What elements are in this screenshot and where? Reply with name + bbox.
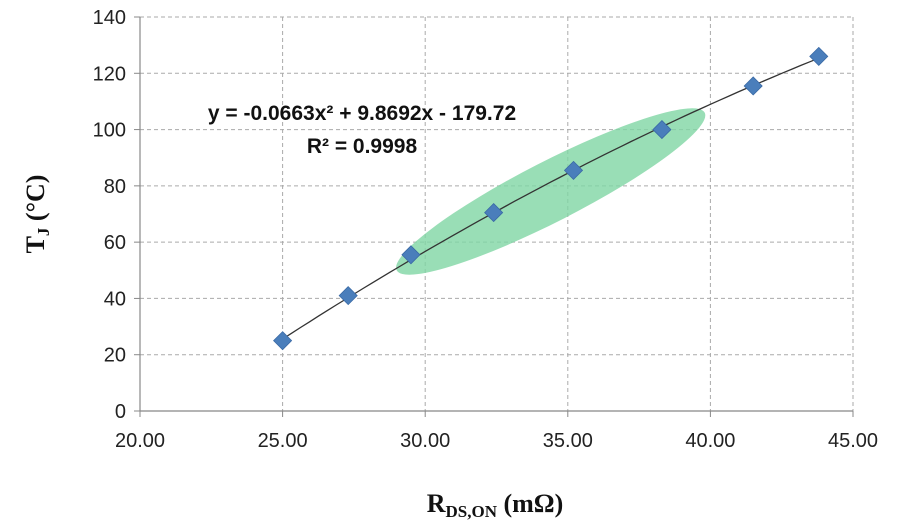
x-axis-title-main: R xyxy=(427,489,446,518)
data-points xyxy=(273,46,829,351)
y-axis-title-main: T xyxy=(21,236,50,253)
axes xyxy=(134,16,854,417)
y-tick-label: 0 xyxy=(115,401,126,423)
x-axis-title-unit: (mΩ) xyxy=(497,489,563,518)
x-axis-title-sub: DS,ON xyxy=(446,502,498,521)
y-tick-label: 20 xyxy=(104,345,126,367)
y-tick-label: 40 xyxy=(104,288,126,310)
x-tick-label: 25.00 xyxy=(258,430,308,452)
trendline xyxy=(282,57,820,340)
x-tick-label: 35.00 xyxy=(543,430,593,452)
data-point xyxy=(401,245,421,265)
data-point xyxy=(484,203,504,223)
y-axis-title-unit: (°C) xyxy=(21,175,50,228)
data-point xyxy=(338,286,358,306)
y-tick-label: 100 xyxy=(93,120,126,142)
trendline-equation: y = -0.0663x² + 9.8692x - 179.72 xyxy=(208,102,516,125)
y-tick-label: 60 xyxy=(104,232,126,254)
y-tick-label: 120 xyxy=(93,63,126,85)
x-axis-title: RDS,ON (mΩ) xyxy=(427,489,564,521)
data-point xyxy=(809,46,829,66)
x-tick-label: 20.00 xyxy=(115,430,165,452)
data-point xyxy=(563,160,584,180)
data-point xyxy=(273,331,293,351)
r-squared-label: R² = 0.9998 xyxy=(307,135,418,158)
x-tick-label: 40.00 xyxy=(685,430,735,452)
y-tick-label: 80 xyxy=(104,176,126,198)
tick-labels: 0 20 40 60 80 100 120 140 20.00 25.00 30.00 35.00 40… xyxy=(93,7,878,452)
highlight-ellipse xyxy=(396,108,706,275)
x-tick-label: 30.00 xyxy=(400,430,450,452)
trendline-path xyxy=(282,57,820,340)
y-axis-title: TJ (°C) xyxy=(21,175,53,254)
highlight-region xyxy=(396,108,706,275)
data-point xyxy=(652,120,672,140)
x-tick-label: 45.00 xyxy=(828,430,878,452)
y-axis-title-sub: J xyxy=(34,227,53,236)
data-point xyxy=(743,76,763,96)
y-tick-label: 140 xyxy=(93,7,126,29)
